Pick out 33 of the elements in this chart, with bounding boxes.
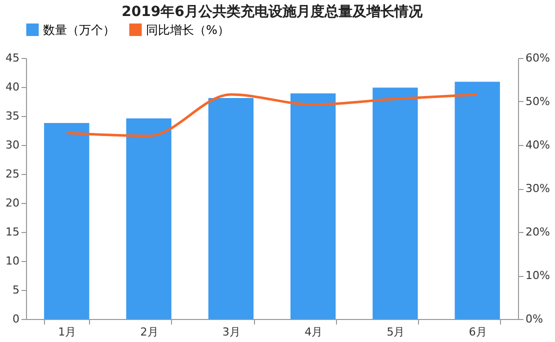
x-tick-label: 4月 bbox=[304, 326, 323, 338]
legend-label: 同比增长（%） bbox=[146, 22, 230, 37]
y2-tick-label: 20% bbox=[526, 226, 550, 238]
y2-tick-label: 60% bbox=[526, 52, 550, 64]
bar bbox=[372, 88, 418, 319]
y2-tick-label: 10% bbox=[526, 269, 550, 282]
y2-tick-label: 0% bbox=[526, 312, 543, 326]
line-series bbox=[65, 93, 479, 138]
y-tick-label: 0 bbox=[12, 312, 20, 326]
bar bbox=[44, 122, 90, 319]
y-tick-label: 30 bbox=[6, 138, 20, 152]
x-tick-label: 2月 bbox=[140, 326, 158, 338]
chart-title: 2019年6月公共类充电设施月度总量及增长情况 bbox=[122, 3, 424, 20]
bar bbox=[126, 118, 172, 319]
y-tick-label: 15 bbox=[6, 226, 20, 238]
y-tick-label: 40 bbox=[6, 80, 20, 94]
y-tick-label: 10 bbox=[6, 254, 20, 268]
x-tick-label: 3月 bbox=[222, 326, 240, 338]
legend-label: 数量（万个） bbox=[43, 22, 115, 37]
y-tick-label: 35 bbox=[6, 110, 20, 122]
x-tick-label: 1月 bbox=[58, 326, 76, 338]
y-tick-label: 20 bbox=[6, 196, 20, 210]
bar bbox=[208, 98, 254, 319]
y-tick-label: 25 bbox=[6, 168, 20, 180]
x-tick-label: 5月 bbox=[386, 326, 405, 338]
y2-tick-label: 50% bbox=[526, 95, 550, 108]
y-tick-label: 5 bbox=[12, 284, 20, 296]
bar bbox=[454, 82, 500, 319]
y2-tick-label: 40% bbox=[526, 138, 550, 152]
bar bbox=[290, 93, 336, 319]
y2-tick-label: 30% bbox=[526, 182, 550, 195]
x-tick-label: 6月 bbox=[468, 326, 487, 338]
y-tick-label: 45 bbox=[6, 52, 20, 64]
